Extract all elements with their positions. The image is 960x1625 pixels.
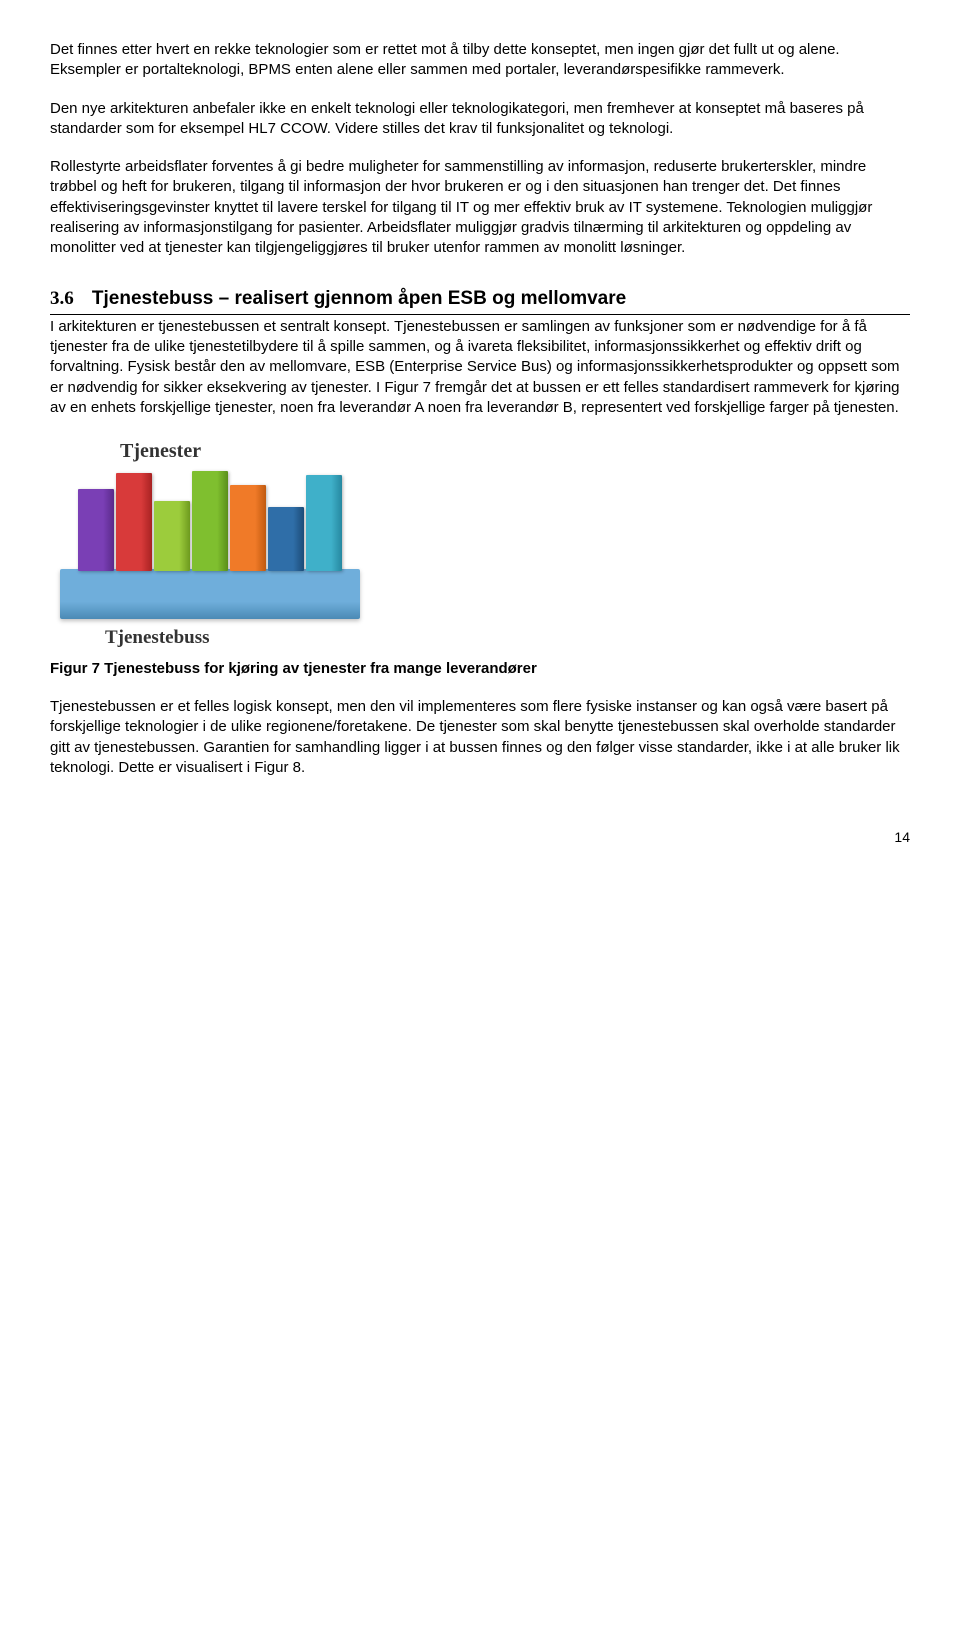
paragraph-4: I arkitekturen er tjenestebussen et sent…: [50, 317, 910, 418]
service-bar-4: [230, 485, 266, 571]
service-bar-0: [78, 489, 114, 571]
figure-label-bus: Tjenestebuss: [105, 625, 910, 651]
page-number: 14: [50, 828, 910, 847]
figure-7: Tjenester Tjenestebuss: [50, 438, 910, 651]
service-bar-5: [268, 507, 304, 571]
service-bar-1: [116, 473, 152, 571]
paragraph-3: Rollestyrte arbeidsflater forventes å gi…: [50, 157, 910, 258]
service-bar-2: [154, 501, 190, 571]
bus-diagram: [60, 469, 360, 619]
section-heading: 3.6 Tjenestebuss – realisert gjennom åpe…: [50, 286, 910, 315]
section-number: 3.6: [50, 288, 74, 309]
bus-base: [60, 569, 360, 619]
service-bar-6: [306, 475, 342, 571]
paragraph-5: Tjenestebussen er et felles logisk konse…: [50, 697, 910, 778]
figure-label-services: Tjenester: [120, 438, 910, 465]
section-title: Tjenestebuss – realisert gjennom åpen ES…: [92, 288, 626, 309]
service-bar-3: [192, 471, 228, 571]
paragraph-1: Det finnes etter hvert en rekke teknolog…: [50, 40, 910, 81]
figure-caption: Figur 7 Tjenestebuss for kjøring av tjen…: [50, 659, 910, 679]
paragraph-2: Den nye arkitekturen anbefaler ikke en e…: [50, 99, 910, 140]
